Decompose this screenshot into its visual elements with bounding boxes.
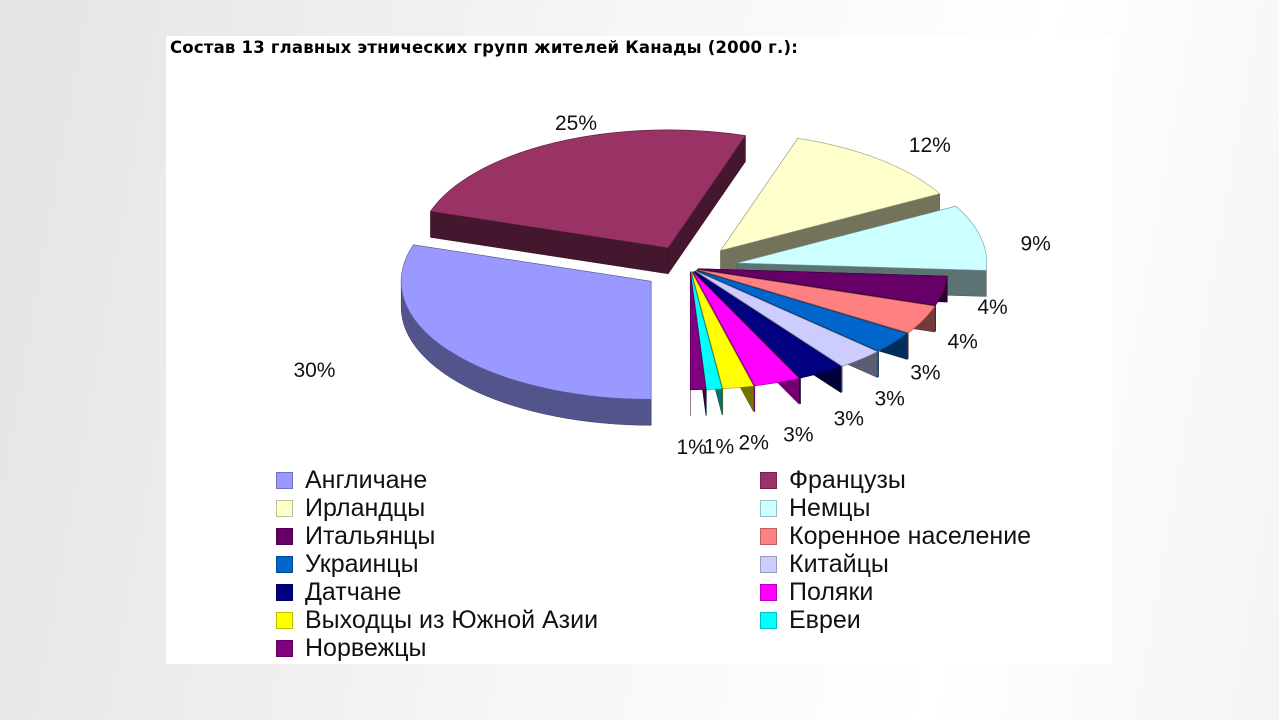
slice-label: 4% xyxy=(977,296,1007,319)
legend-swatch xyxy=(276,583,293,601)
slice-label: 9% xyxy=(1020,233,1050,256)
legend-label: Выходцы из Южной Азии xyxy=(305,605,599,634)
slice-label: 2% xyxy=(739,431,769,454)
legend-label: Поляки xyxy=(789,577,874,606)
legend-item: Украинцы xyxy=(276,550,419,578)
legend-item: Норвежцы xyxy=(276,634,427,662)
legend-label: Китайцы xyxy=(789,549,889,578)
slice-label: 30% xyxy=(293,359,335,382)
legend-swatch xyxy=(276,611,293,629)
legend-swatch xyxy=(760,527,777,545)
legend-item: Англичане xyxy=(276,466,427,494)
legend-swatch xyxy=(276,499,293,517)
pie-slice xyxy=(429,129,746,275)
legend-swatch xyxy=(760,611,777,629)
legend-item: Коренное население xyxy=(760,522,1031,550)
pie-slice xyxy=(719,137,941,278)
slice-label: 1% xyxy=(704,435,734,458)
legend-item: Немцы xyxy=(760,494,870,522)
pie-slice xyxy=(400,244,652,426)
slice-label: 1% xyxy=(676,436,706,459)
slice-label: 3% xyxy=(910,362,940,385)
legend-swatch xyxy=(276,639,293,657)
legend-label: Французы xyxy=(789,465,906,494)
legend-label: Украинцы xyxy=(305,549,419,578)
legend-label: Немцы xyxy=(789,493,871,522)
legend-label: Англичане xyxy=(305,465,428,494)
slice-label: 3% xyxy=(834,408,864,431)
legend-label: Норвежцы xyxy=(305,633,427,662)
legend-item: Ирландцы xyxy=(276,494,425,522)
slice-label: 4% xyxy=(948,330,978,353)
legend-swatch xyxy=(276,471,293,489)
legend-swatch xyxy=(760,499,777,517)
legend-label: Ирландцы xyxy=(305,493,426,522)
slice-label: 12% xyxy=(909,134,951,157)
legend-swatch xyxy=(276,527,293,545)
slice-label: 3% xyxy=(875,388,905,411)
legend-item: Итальянцы xyxy=(276,522,435,550)
legend-swatch xyxy=(760,471,777,489)
legend-swatch xyxy=(760,583,777,601)
legend-label: Итальянцы xyxy=(305,521,436,550)
legend-item: Датчане xyxy=(276,578,401,606)
slice-label: 25% xyxy=(555,112,597,135)
chart-title: Состав 13 главных этнических групп жител… xyxy=(170,38,798,57)
legend-item: Французы xyxy=(760,466,906,494)
legend-item: Поляки xyxy=(760,578,873,606)
legend-label: Коренное население xyxy=(789,521,1032,550)
legend-label: Датчане xyxy=(305,577,402,606)
legend-swatch xyxy=(760,555,777,573)
legend-item: Евреи xyxy=(760,606,861,634)
legend-item: Китайцы xyxy=(760,550,889,578)
legend-label: Евреи xyxy=(789,605,861,634)
slice-label: 3% xyxy=(783,423,813,446)
legend: Англичане Французы Ирландцы Немцы Итальянцы К… xyxy=(276,466,1096,662)
pie-slice xyxy=(689,271,707,416)
legend-item: Выходцы из Южной Азии xyxy=(276,606,598,634)
legend-swatch xyxy=(276,555,293,573)
